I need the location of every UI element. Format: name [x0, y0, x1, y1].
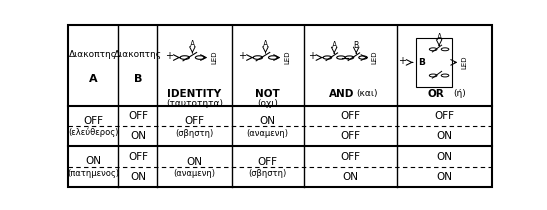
Text: ON: ON — [342, 172, 358, 182]
Bar — [416, 38, 452, 87]
Text: OFF: OFF — [128, 111, 148, 121]
Text: ON: ON — [437, 152, 452, 161]
Text: OFF: OFF — [128, 152, 148, 161]
Text: (ταυτοτητα): (ταυτοτητα) — [166, 99, 223, 108]
Text: A: A — [331, 41, 337, 50]
Text: +: + — [165, 51, 173, 61]
Text: OFF: OFF — [83, 116, 103, 126]
Text: AND: AND — [329, 89, 354, 99]
Text: (αναμενη): (αναμενη) — [247, 129, 289, 138]
Text: OFF: OFF — [258, 157, 278, 167]
Text: ON: ON — [437, 172, 452, 182]
Text: +: + — [398, 56, 406, 66]
Text: OFF: OFF — [340, 111, 360, 121]
Text: (σβηστη): (σβηστη) — [248, 169, 287, 178]
Text: A: A — [190, 40, 195, 49]
Text: (αναμενη): (αναμενη) — [173, 169, 216, 178]
Text: B: B — [418, 58, 424, 67]
Text: ON: ON — [85, 156, 101, 166]
Text: B: B — [354, 41, 359, 50]
Text: OR: OR — [428, 89, 445, 99]
Text: OFF: OFF — [435, 111, 455, 121]
Text: LED: LED — [371, 51, 377, 64]
Text: (ελεύθερος): (ελεύθερος) — [68, 128, 119, 138]
Text: OFF: OFF — [340, 152, 360, 161]
Text: (πατημενος): (πατημενος) — [67, 169, 119, 178]
Text: NOT: NOT — [255, 89, 280, 99]
Text: IDENTITY: IDENTITY — [167, 89, 222, 99]
Text: ON: ON — [130, 131, 146, 141]
Text: B: B — [133, 74, 142, 84]
Text: (και): (και) — [357, 89, 378, 98]
Text: A: A — [437, 33, 442, 42]
Text: LED: LED — [461, 56, 467, 69]
Text: (ή): (ή) — [453, 89, 466, 98]
Text: ON: ON — [437, 131, 452, 141]
Text: A: A — [89, 74, 98, 84]
Text: Διακοπτης: Διακοπτης — [114, 50, 162, 59]
Text: +: + — [308, 51, 316, 61]
Text: LED: LED — [211, 51, 217, 64]
Text: ON: ON — [187, 157, 202, 167]
Text: LED: LED — [284, 51, 290, 64]
Text: ON: ON — [260, 116, 276, 126]
Text: Διακοπτης: Διακοπτης — [69, 50, 118, 59]
Text: OFF: OFF — [340, 131, 360, 141]
Text: A: A — [263, 40, 268, 49]
Text: ON: ON — [130, 172, 146, 182]
Text: OFF: OFF — [184, 116, 205, 126]
Text: +: + — [238, 51, 246, 61]
Text: (σβηστη): (σβηστη) — [176, 129, 214, 138]
Text: (οχι): (οχι) — [257, 99, 278, 108]
